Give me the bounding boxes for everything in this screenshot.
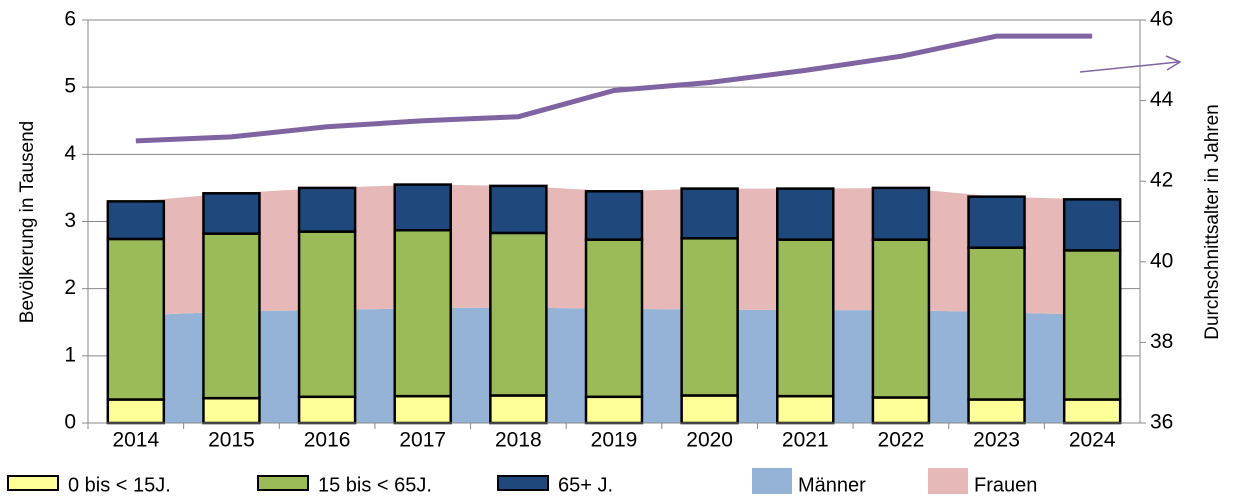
- bar-segment: [871, 186, 931, 241]
- legend-label: 65+ J.: [558, 474, 613, 496]
- bar-segment: [680, 394, 739, 425]
- y-axis-label: Bevölkerung in Tausend: [17, 121, 38, 323]
- bar-segment: [489, 184, 548, 235]
- bar-segment: [584, 190, 644, 241]
- y-tick-label: 2: [64, 276, 76, 299]
- legend-swatch: [7, 475, 59, 491]
- bar-segment: [393, 228, 452, 398]
- legend-swatch: [497, 475, 549, 491]
- line: [135, 33, 1093, 144]
- x-tick-label: 2014: [112, 429, 159, 452]
- legend-swatch: [752, 468, 792, 494]
- x-tick-label: 2015: [208, 429, 255, 452]
- bar-segment: [489, 231, 548, 397]
- bar-segment: [1062, 398, 1122, 425]
- bar-segment: [202, 396, 261, 425]
- y-tick-label: 5: [64, 75, 76, 98]
- x-tick-label: 2019: [591, 429, 638, 452]
- bar-segment: [1062, 198, 1122, 252]
- y2-axis-label: Durchschnittsalter in Jahren: [1202, 104, 1223, 340]
- bar-segment: [489, 394, 548, 425]
- x-tick-label: 2018: [495, 429, 542, 452]
- bar-segment: [967, 246, 1026, 401]
- legend-label: Männer: [798, 474, 866, 496]
- bar-segment: [393, 183, 452, 232]
- bar-segment: [776, 187, 835, 241]
- bar-segment: [871, 238, 931, 399]
- bar-segment: [1062, 249, 1122, 401]
- bar-segment: [584, 395, 644, 425]
- bar-segment: [584, 238, 644, 399]
- x-tick-label: 2017: [399, 429, 446, 452]
- y2-tick-label: 36: [1150, 411, 1173, 434]
- y2-tick-label: 44: [1150, 88, 1174, 111]
- legend-swatch: [257, 475, 309, 491]
- bar-segment: [967, 195, 1026, 249]
- bar-segment: [297, 230, 357, 399]
- bar-segment: [776, 394, 835, 425]
- arrow: [1079, 61, 1179, 73]
- bar-segment: [297, 395, 357, 425]
- bar-segment: [106, 237, 166, 401]
- bar-segment: [871, 396, 931, 425]
- bar-segment: [202, 192, 261, 235]
- bar-segment: [106, 398, 166, 425]
- bar-segment: [106, 200, 166, 241]
- x-tick-label: 2016: [304, 429, 351, 452]
- y-tick-label: 1: [64, 343, 76, 366]
- bar-segment: [202, 232, 261, 400]
- bar-segment: [393, 394, 452, 425]
- arrow-head: [1165, 55, 1182, 71]
- legend-label: 0 bis < 15J.: [68, 474, 171, 496]
- x-tick-label: 2023: [973, 429, 1020, 452]
- y-tick-label: 0: [64, 411, 76, 434]
- y-tick-label: 3: [64, 209, 76, 232]
- y2-tick-label: 42: [1150, 169, 1173, 192]
- legend-label: 15 bis < 65J.: [318, 474, 432, 496]
- y2-tick-label: 38: [1150, 330, 1173, 353]
- y-tick-label: 6: [64, 8, 76, 31]
- bar-segment: [967, 398, 1026, 425]
- x-tick-label: 2022: [878, 429, 925, 452]
- y2-tick-label: 46: [1150, 8, 1173, 31]
- legend-swatch: [928, 468, 968, 494]
- bar-segment: [680, 187, 739, 240]
- x-tick-label: 2021: [782, 429, 829, 452]
- y-tick-label: 4: [64, 142, 76, 165]
- bar-segment: [776, 238, 835, 398]
- x-tick-label: 2024: [1069, 429, 1116, 452]
- y2-tick-label: 40: [1150, 249, 1173, 272]
- x-tick-label: 2020: [686, 429, 733, 452]
- bar-segment: [297, 186, 357, 233]
- legend-label: Frauen: [974, 474, 1037, 496]
- bar-segment: [680, 237, 739, 397]
